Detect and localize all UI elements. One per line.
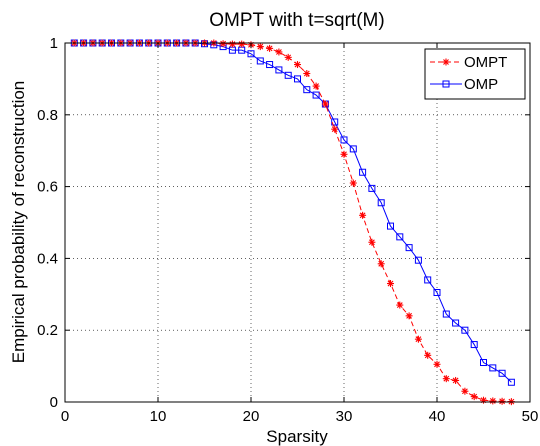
data-point-omp (489, 364, 497, 372)
data-point-omp (470, 341, 478, 349)
data-point-ompt (368, 238, 376, 246)
data-point-ompt (238, 40, 246, 48)
data-point-ompt (377, 260, 385, 268)
data-point-ompt (396, 301, 404, 309)
plot-background (65, 43, 530, 402)
data-point-ompt (349, 179, 357, 187)
data-point-omp (452, 319, 460, 327)
data-point-ompt (461, 387, 469, 395)
y-axis-label: Empirical probability of reconstruction (9, 81, 28, 364)
data-point-omp (442, 310, 450, 318)
data-point-ompt (359, 211, 367, 219)
data-point-omp (387, 222, 394, 230)
x-tick-label: 40 (429, 408, 446, 425)
y-tick-label: 0 (50, 394, 58, 411)
legend-box (424, 48, 526, 100)
data-point-omp (303, 86, 311, 94)
chart-title: OMPT with t=sqrt(M) (209, 10, 384, 31)
data-point-omp (312, 91, 320, 99)
data-point-ompt (414, 335, 422, 343)
data-point-omp (284, 71, 292, 79)
data-point-ompt (340, 150, 348, 158)
x-tick-label: 20 (243, 408, 260, 425)
data-point-ompt (219, 40, 227, 48)
grid (65, 43, 530, 402)
data-point-omp (340, 136, 348, 144)
data-point-omp (275, 66, 283, 74)
data-point-omp (359, 168, 367, 176)
y-tick-label: 0.6 (37, 179, 58, 196)
x-axis-label: Sparsity (266, 427, 328, 446)
y-tick-label: 0.2 (37, 322, 58, 339)
y-tick-label: 0.4 (37, 250, 58, 267)
data-point-omp (405, 244, 413, 252)
data-point-ompt (433, 360, 441, 368)
data-point-omp (433, 289, 441, 297)
x-tick-label: 30 (336, 408, 353, 425)
data-point-ompt (498, 397, 506, 405)
y-tick-label: 1 (50, 35, 58, 52)
data-point-ompt (303, 70, 311, 78)
data-point-omp (480, 359, 487, 367)
data-point-ompt (266, 44, 274, 52)
data-point-ompt (321, 100, 329, 108)
legend: OMPT OMP (424, 48, 526, 100)
y-tick-label: 0.8 (37, 107, 58, 124)
data-point-omp (368, 184, 376, 192)
data-point-omp (247, 50, 255, 58)
data-point-omp (396, 233, 404, 241)
data-point-omp (331, 118, 339, 126)
data-point-ompt (405, 312, 413, 320)
legend-marker-omp (442, 80, 450, 88)
data-point-ompt (424, 351, 432, 359)
data-point-ompt (452, 376, 460, 384)
data-point-omp (424, 276, 432, 284)
data-point-ompt (442, 375, 450, 383)
x-tick-label: 50 (522, 408, 539, 425)
data-point-ompt (312, 82, 320, 90)
data-point-ompt (470, 393, 478, 401)
data-point-omp (507, 378, 515, 386)
data-point-omp (377, 199, 385, 207)
data-point-omp (461, 326, 469, 334)
data-point-ompt (275, 48, 283, 56)
x-tick-label: 10 (150, 408, 167, 425)
data-point-ompt (387, 280, 394, 288)
data-point-ompt (489, 397, 497, 405)
data-point-omp (256, 57, 264, 65)
data-point-omp (349, 145, 357, 153)
legend-label-omp: OMP (464, 76, 498, 93)
data-point-omp (266, 61, 274, 69)
axis-ticks: 0 10 20 30 40 50 0 0.2 0.4 0.6 0.8 1 (37, 35, 538, 425)
x-tick-label: 0 (61, 408, 69, 425)
legend-label-ompt: OMPT (464, 54, 507, 71)
data-point-ompt (256, 43, 264, 51)
data-point-ompt (284, 53, 292, 61)
data-point-omp (294, 75, 301, 83)
plot-frame (64, 42, 531, 403)
data-point-ompt (294, 61, 301, 69)
legend-marker-ompt (442, 58, 450, 66)
data-point-ompt (331, 125, 339, 133)
data-point-omp (498, 369, 506, 377)
data-point-ompt (480, 396, 487, 404)
data-point-ompt (228, 40, 236, 48)
data-point-omp (414, 256, 422, 264)
